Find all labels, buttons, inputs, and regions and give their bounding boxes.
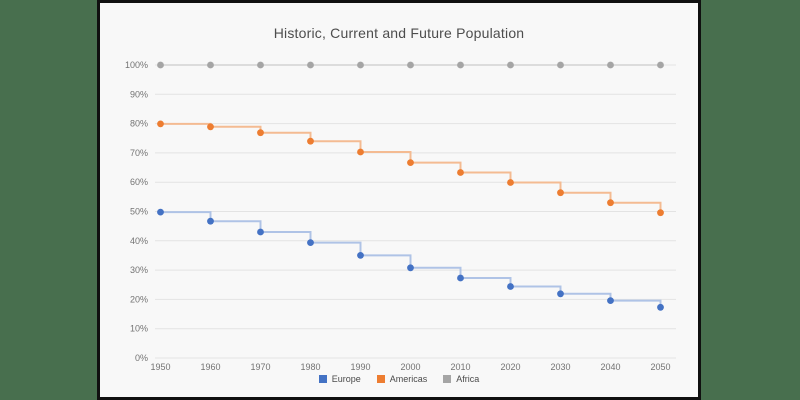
y-axis-tick-label: 70% bbox=[130, 148, 148, 158]
series-point-americas[interactable] bbox=[657, 209, 664, 217]
legend-item-europe[interactable]: Europe bbox=[318, 374, 361, 384]
series-point-africa[interactable] bbox=[207, 61, 214, 69]
legend-label-africa: Africa bbox=[456, 374, 480, 384]
series-point-europe[interactable] bbox=[657, 303, 664, 311]
series-point-americas[interactable] bbox=[207, 123, 214, 131]
legend-item-africa[interactable]: Africa bbox=[443, 374, 479, 384]
x-axis-tick-label: 1950 bbox=[150, 362, 170, 372]
series-point-europe[interactable] bbox=[507, 283, 514, 290]
legend-label-americas: Americas bbox=[389, 374, 428, 384]
series-point-africa[interactable] bbox=[157, 61, 164, 69]
series-point-africa[interactable] bbox=[257, 61, 264, 69]
x-axis-tick-label: 1990 bbox=[350, 362, 370, 372]
series-point-africa[interactable] bbox=[457, 61, 464, 69]
x-axis-tick-label: 1980 bbox=[300, 362, 320, 372]
y-axis-tick-label: 100% bbox=[125, 60, 148, 70]
series-point-europe[interactable] bbox=[257, 228, 264, 236]
legend-item-americas[interactable]: Americas bbox=[376, 374, 428, 384]
y-axis-tick-label: 10% bbox=[130, 324, 148, 334]
y-axis-tick-label: 20% bbox=[130, 294, 148, 304]
series-line-americas bbox=[160, 122, 662, 213]
chart-card: Historic, Current and Future Population … bbox=[97, 0, 701, 400]
y-axis-tick-label: 90% bbox=[130, 89, 148, 99]
y-axis-tick-label: 80% bbox=[130, 119, 148, 129]
x-axis-tick-label: 2000 bbox=[400, 362, 420, 372]
series-point-americas[interactable] bbox=[357, 148, 364, 156]
series-point-africa[interactable] bbox=[407, 61, 414, 69]
x-axis-tick-label: 2020 bbox=[500, 362, 520, 372]
x-axis-tick-label: 1970 bbox=[250, 362, 270, 372]
legend-swatch-americas bbox=[376, 375, 385, 383]
series-point-europe[interactable] bbox=[407, 264, 414, 272]
series-point-africa[interactable] bbox=[357, 61, 364, 69]
series-point-europe[interactable] bbox=[207, 217, 214, 225]
chart-title: Historic, Current and Future Population bbox=[273, 25, 525, 41]
series-point-africa[interactable] bbox=[307, 61, 314, 69]
series-point-americas[interactable] bbox=[607, 199, 614, 207]
y-axis-tick-label: 30% bbox=[130, 265, 148, 275]
chart-plot: 0% 10% 20% 30% 40% 50% 60% 70% 80% 90% 100% 1950 196… bbox=[125, 60, 676, 372]
legend-label-europe: Europe bbox=[331, 374, 361, 384]
x-axis-tick-label: 1960 bbox=[200, 362, 220, 372]
series-point-americas[interactable] bbox=[557, 189, 564, 197]
series-point-americas[interactable] bbox=[457, 169, 464, 176]
y-axis-tick-label: 0% bbox=[135, 353, 148, 363]
chart-legend: Europe Americas Africa bbox=[100, 374, 698, 384]
x-axis-tick-label: 2050 bbox=[650, 362, 670, 372]
series-point-americas[interactable] bbox=[157, 120, 164, 128]
x-axis-tick-label: 2030 bbox=[550, 362, 570, 372]
series-point-africa[interactable] bbox=[507, 61, 514, 69]
y-axis-tick-label: 60% bbox=[130, 177, 148, 187]
series-point-americas[interactable] bbox=[507, 179, 514, 186]
series-point-europe[interactable] bbox=[457, 274, 464, 282]
y-axis-tick-label: 50% bbox=[130, 207, 148, 217]
series-point-americas[interactable] bbox=[407, 159, 414, 167]
series-point-europe[interactable] bbox=[557, 290, 564, 298]
series-point-americas[interactable] bbox=[307, 137, 314, 145]
series-point-europe[interactable] bbox=[607, 297, 614, 304]
series-point-europe[interactable] bbox=[157, 208, 164, 216]
legend-swatch-europe bbox=[318, 375, 327, 383]
series-point-americas[interactable] bbox=[257, 129, 264, 137]
x-axis-tick-label: 2010 bbox=[450, 362, 470, 372]
series-point-africa[interactable] bbox=[657, 61, 664, 69]
series-line-europe bbox=[160, 211, 662, 308]
series-point-europe[interactable] bbox=[357, 252, 364, 259]
chart-area: Historic, Current and Future Population … bbox=[100, 3, 698, 397]
series-point-africa[interactable] bbox=[607, 61, 614, 69]
series-point-europe[interactable] bbox=[307, 239, 314, 247]
y-axis-tick-label: 40% bbox=[130, 236, 148, 246]
x-axis-tick-label: 2040 bbox=[600, 362, 620, 372]
series-point-africa[interactable] bbox=[557, 61, 564, 69]
legend-swatch-africa bbox=[443, 375, 452, 383]
